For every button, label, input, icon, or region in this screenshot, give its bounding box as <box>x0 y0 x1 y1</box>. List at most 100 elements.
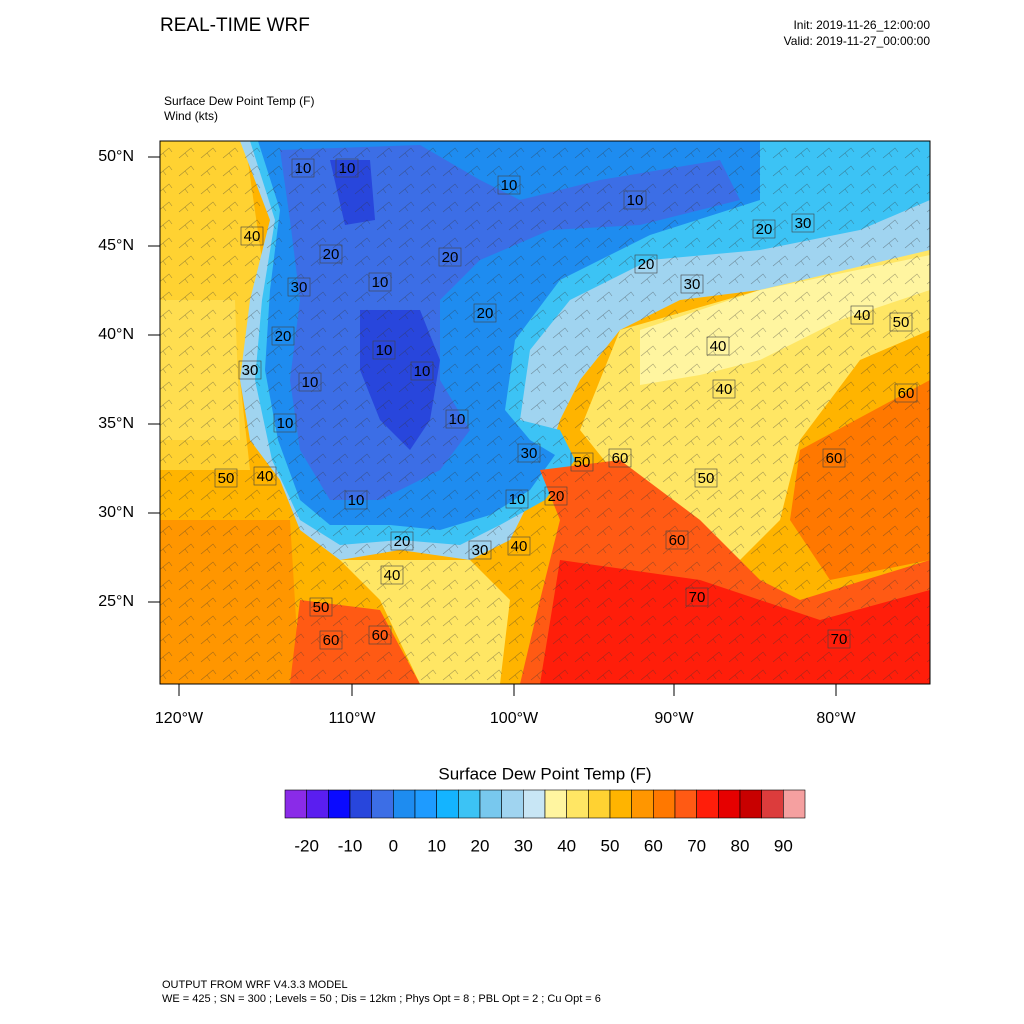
contour-label-box <box>309 597 333 617</box>
contour-label: 10 <box>449 411 466 428</box>
init-time: Init: 2019-11-26_12:00:00 <box>793 18 930 32</box>
contour-label-box <box>372 340 396 360</box>
colorbar-label: 20 <box>471 836 490 855</box>
contour-label-box <box>238 360 262 380</box>
colorbar-swatch <box>588 789 611 819</box>
field-label: Surface Dew Point Temp (F) <box>164 94 315 108</box>
contour-label: 50 <box>574 454 591 471</box>
contour-label: 10 <box>376 342 393 359</box>
colorbar-label: 0 <box>389 836 398 855</box>
contour-label: 40 <box>710 338 727 355</box>
contour-label-box <box>685 587 709 607</box>
map-frame <box>159 140 931 685</box>
colorbar-swatch <box>458 789 481 819</box>
contour-label-box <box>214 468 238 488</box>
contour-label-box <box>665 530 689 550</box>
contour-label-box <box>271 326 295 346</box>
contour-label: 60 <box>826 450 843 467</box>
contour-label-box <box>712 379 736 399</box>
lat-label: 35°N <box>98 415 134 432</box>
contour-label-box <box>438 247 462 267</box>
contour-label-box <box>623 190 647 210</box>
colorbar-swatch <box>783 789 806 819</box>
lat-label: 25°N <box>98 593 134 610</box>
contour-label: 20 <box>323 246 340 263</box>
contour-label-box <box>752 219 776 239</box>
contour-label-box <box>827 629 851 649</box>
colorbar-swatch <box>501 789 524 819</box>
contour-label: 10 <box>372 274 389 291</box>
contour-label: 10 <box>339 160 356 177</box>
contour-label: 20 <box>442 249 459 266</box>
colorbar-label: 80 <box>731 836 750 855</box>
colorbar-label: 10 <box>427 836 446 855</box>
contour-label: 20 <box>394 533 411 550</box>
contour-label: 70 <box>831 631 848 648</box>
contour-label: 60 <box>612 450 629 467</box>
contour-label-box <box>894 383 918 403</box>
colorbar-swatch <box>479 789 502 819</box>
colorbar-swatch <box>739 789 762 819</box>
colorbar-swatch <box>761 789 784 819</box>
contour-label: 30 <box>521 445 538 462</box>
colorbar-swatch <box>544 789 567 819</box>
contour-label: 10 <box>295 160 312 177</box>
contour-label-box <box>791 213 815 233</box>
contour-label-box <box>608 448 632 468</box>
colorbar-swatch <box>436 789 459 819</box>
contour-label: 40 <box>511 538 528 555</box>
lon-label: 110°W <box>328 710 376 727</box>
footer-line: OUTPUT FROM WRF V4.3.3 MODEL <box>162 979 348 991</box>
colorbar-label: -10 <box>338 836 363 855</box>
colorbar-swatch <box>414 789 437 819</box>
map-field <box>160 141 930 684</box>
colorbar-label: 50 <box>601 836 620 855</box>
lon-label: 90°W <box>654 710 694 727</box>
colorbar-title: Surface Dew Point Temp (F) <box>438 764 651 783</box>
contour-label-box <box>505 489 529 509</box>
contour-label-box <box>544 486 568 506</box>
contour-label: 70 <box>689 589 706 606</box>
contour-label-box <box>410 361 434 381</box>
lat-label: 40°N <box>98 326 134 343</box>
footer-line: WE = 425 ; SN = 300 ; Levels = 50 ; Dis … <box>162 993 601 1005</box>
colorbar-label: 30 <box>514 836 533 855</box>
contour-label-box <box>287 277 311 297</box>
contour-label-box <box>889 312 913 332</box>
lon-label: 120°W <box>155 710 204 727</box>
field-label: Wind (kts) <box>164 109 218 123</box>
valid-time: Valid: 2019-11-27_00:00:00 <box>784 34 931 48</box>
contour-label-box <box>473 303 497 323</box>
contour-label-box <box>507 536 531 556</box>
contour-label: 40 <box>384 567 401 584</box>
colorbar-swatch <box>523 789 546 819</box>
colorbar-swatch <box>631 789 654 819</box>
contour-label-box <box>570 452 594 472</box>
contour-label: 50 <box>313 599 330 616</box>
contour-label-box <box>517 443 541 463</box>
colorbar-label: 70 <box>687 836 706 855</box>
contour-label-box <box>253 466 277 486</box>
colorbar-swatch <box>653 789 676 819</box>
contour-label: 10 <box>348 492 365 509</box>
contour-label-box <box>368 272 392 292</box>
lat-label: 30°N <box>98 504 134 521</box>
contour-label-box <box>273 413 297 433</box>
contour-label: 10 <box>277 415 294 432</box>
lat-label: 50°N <box>98 148 134 165</box>
contour-label: 40 <box>244 228 261 245</box>
contour-label: 30 <box>472 542 489 559</box>
contour-label-box <box>850 305 874 325</box>
contour-label: 10 <box>509 491 526 508</box>
contour-label-box <box>634 254 658 274</box>
contour-label-box <box>694 468 718 488</box>
contour-label: 60 <box>898 385 915 402</box>
contour-label-box <box>335 158 359 178</box>
colorbar-swatch <box>696 789 719 819</box>
contour-label: 20 <box>275 328 292 345</box>
contour-label: 20 <box>638 256 655 273</box>
colorbar-swatch <box>718 789 741 819</box>
contour-label-box <box>497 175 521 195</box>
contour-label: 10 <box>627 192 644 209</box>
colorbar-swatch <box>349 789 372 819</box>
